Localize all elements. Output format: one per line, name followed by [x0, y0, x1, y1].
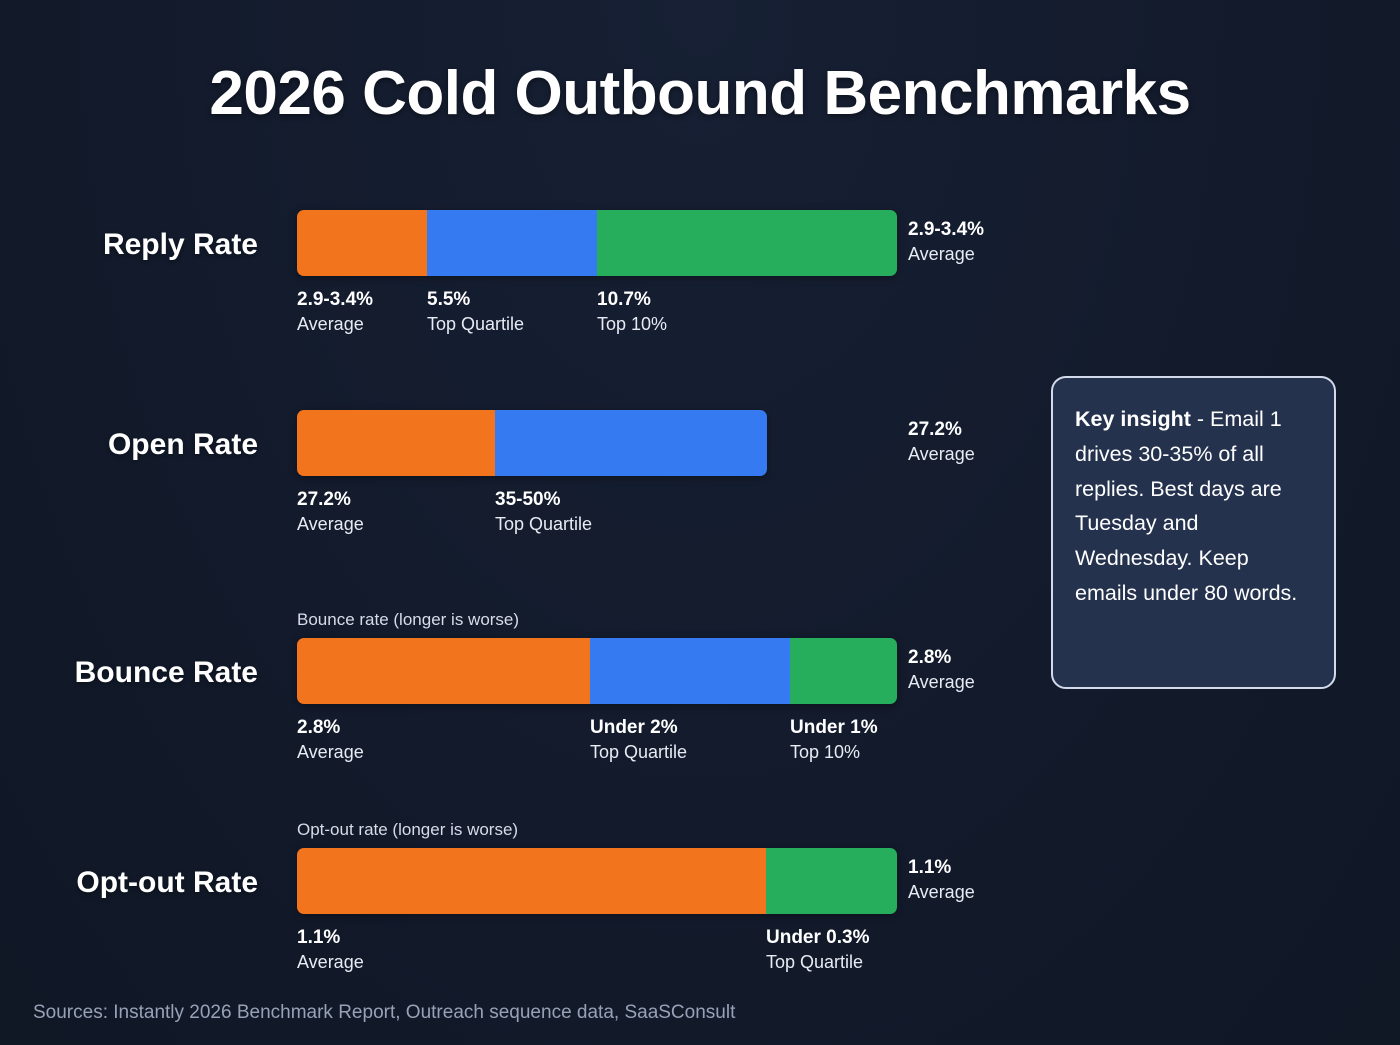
- row-right-sublabel: Average: [908, 671, 975, 692]
- row-right-sublabel: Average: [908, 881, 975, 902]
- segment-sublabel: Average: [297, 513, 364, 534]
- segment-label: 2.8% Average: [297, 716, 364, 764]
- row-label: Open Rate: [107, 428, 258, 461]
- segment-value: 1.1%: [297, 927, 341, 948]
- stacked-bar: [297, 410, 767, 476]
- segment-label: 27.2% Average: [297, 488, 364, 536]
- sources-note: Sources: Instantly 2026 Benchmark Report…: [33, 1002, 736, 1023]
- segment-sublabel: Top 10%: [597, 313, 668, 334]
- segment-label: 35-50% Top Quartile: [495, 488, 592, 536]
- segment-label: Under 2% Top Quartile: [590, 716, 687, 764]
- segment-value: Under 1%: [790, 717, 878, 738]
- row-caption: Bounce rate (longer is worse): [297, 610, 520, 629]
- row-right-label: 2.8% Average: [908, 646, 975, 694]
- segment-value: Under 2%: [590, 717, 678, 738]
- stacked-bar: [297, 638, 897, 704]
- segment-label: Under 0.3% Top Quartile: [766, 926, 869, 974]
- bar-segment: [427, 210, 597, 276]
- segment-label: Under 1% Top 10%: [790, 716, 878, 764]
- row-label: Opt-out Rate: [76, 866, 258, 899]
- segment-value: 2.8%: [297, 717, 341, 738]
- row-label: Bounce Rate: [74, 656, 258, 689]
- benchmark-row: Open Rate 27.2% Average 35-50% Top Quartile 2…: [0, 396, 1400, 534]
- benchmark-row: Bounce rate (longer is worse) Bounce Rate…: [0, 606, 1400, 762]
- key-insight-body: - Email 1 drives 30-35% of all replies. …: [1075, 407, 1298, 606]
- segment-sublabel: Top 10%: [790, 741, 861, 762]
- segment-value: 5.5%: [427, 289, 471, 310]
- segment-label: 1.1% Average: [297, 926, 364, 974]
- row-right-sublabel: Average: [908, 443, 975, 464]
- row-right-value: 27.2%: [908, 419, 962, 440]
- bar-segment: [597, 210, 897, 276]
- bar-segment: [297, 410, 495, 476]
- row-right-label: 1.1% Average: [908, 856, 975, 904]
- segment-sublabel: Top Quartile: [495, 513, 593, 534]
- segment-value: 35-50%: [495, 489, 561, 510]
- bar-segment: [297, 848, 766, 914]
- segment-sublabel: Top Quartile: [427, 313, 525, 334]
- key-insight-callout: Key insight - Email 1 drives 30-35% of a…: [1051, 376, 1336, 689]
- segment-label: 5.5% Top Quartile: [427, 288, 524, 336]
- key-insight-lead: Key insight: [1075, 407, 1191, 431]
- segment-value: 27.2%: [297, 489, 351, 510]
- row-right-label: 27.2% Average: [908, 418, 975, 466]
- row-right-value: 2.9-3.4%: [908, 219, 985, 240]
- row-caption: Opt-out rate (longer is worse): [297, 820, 519, 839]
- row-label: Reply Rate: [102, 228, 258, 261]
- segment-sublabel: Top Quartile: [590, 741, 688, 762]
- page-title: 2026 Cold Outbound Benchmarks: [209, 59, 1191, 128]
- row-right-sublabel: Average: [908, 243, 975, 264]
- row-right-value: 1.1%: [908, 857, 952, 878]
- segment-sublabel: Average: [297, 741, 364, 762]
- stacked-bar: [297, 210, 897, 276]
- segment-value: 2.9-3.4%: [297, 289, 374, 310]
- key-insight-text: Key insight - Email 1 drives 30-35% of a…: [1075, 402, 1312, 611]
- stacked-bar: [297, 848, 897, 914]
- segment-value: Under 0.3%: [766, 927, 870, 948]
- bar-segment: [590, 638, 790, 704]
- row-right-label: 2.9-3.4% Average: [908, 218, 984, 266]
- segment-value: 10.7%: [597, 289, 651, 310]
- segment-label: 10.7% Top 10%: [597, 288, 667, 336]
- bar-segment: [297, 638, 590, 704]
- benchmark-row: Opt-out rate (longer is worse) Opt-out Ra…: [0, 816, 1400, 972]
- bar-segment: [766, 848, 897, 914]
- benchmark-row: Reply Rate 2.9-3.4% Average 5.5% Top Quartil…: [0, 196, 1400, 334]
- bar-segment: [790, 638, 897, 704]
- segment-sublabel: Top Quartile: [766, 951, 864, 972]
- bar-segment: [297, 210, 427, 276]
- row-right-value: 2.8%: [908, 647, 952, 668]
- segment-label: 2.9-3.4% Average: [297, 288, 373, 336]
- bar-segment: [495, 410, 767, 476]
- segment-sublabel: Average: [297, 951, 364, 972]
- segment-sublabel: Average: [297, 313, 364, 334]
